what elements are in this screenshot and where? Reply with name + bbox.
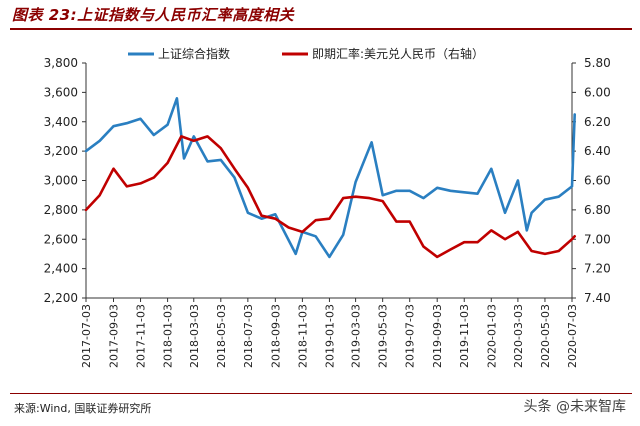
x-tick-label: 2018-07-03 [242, 304, 255, 368]
x-tick-label: 2020-05-03 [539, 304, 552, 368]
x-tick-label: 2019-09-03 [431, 304, 444, 368]
y-left-tick-label: 3,200 [44, 144, 78, 158]
y-left-tick-label: 2,800 [44, 203, 78, 217]
x-tick-label: 2018-09-03 [269, 304, 282, 368]
legend-label: 即期汇率:美元兑人民币（右轴） [312, 46, 484, 61]
y-right-tick-label: 7.00 [584, 232, 611, 246]
title-bar: 图表 23:上证指数与人民币汇率高度相关 [0, 0, 640, 30]
chart-area: 2,200 2,400 2,600 2,800 3,000 3,200 3,400 3,600… [44, 46, 611, 368]
x-tick-label: 2020-03-03 [512, 304, 525, 368]
y-right-tick-label: 7.40 [584, 291, 611, 305]
y-left-tick-label: 3,000 [44, 174, 78, 188]
y-left-tick-label: 2,200 [44, 291, 78, 305]
y-left-tick-label: 3,400 [44, 115, 78, 129]
x-tick-label: 2018-03-03 [188, 304, 201, 368]
y-right-tick-label: 7.20 [584, 262, 611, 276]
chart-title: 图表 23:上证指数与人民币汇率高度相关 [12, 6, 295, 24]
y-left-tick-label: 3,600 [44, 85, 78, 99]
source-divider [10, 393, 632, 394]
y-left-tick-label: 2,400 [44, 262, 78, 276]
y-left-tick-label: 3,800 [44, 56, 78, 70]
series-line-sse-index [84, 97, 577, 259]
y-right-tick-label: 6.80 [584, 203, 611, 217]
y-right-tick-label: 5.80 [584, 56, 611, 70]
y-left-tick-label: 2,600 [44, 232, 78, 246]
x-tick-label: 2019-07-03 [404, 304, 417, 368]
legend-label: 上证综合指数 [158, 46, 230, 61]
series-line-usdcny [84, 135, 577, 259]
x-tick-label: 2017-11-03 [135, 304, 148, 368]
y-right-tick-label: 6.00 [584, 85, 611, 99]
x-tick-label: 2017-09-03 [107, 304, 120, 368]
source-note: 来源:Wind, 国联证券研究所 [14, 402, 152, 415]
x-tick-label: 2017-07-03 [80, 304, 93, 368]
x-tick-label: 2019-05-03 [377, 304, 390, 368]
x-tick-label: 2018-01-03 [162, 304, 175, 368]
y-right-tick-label: 6.20 [584, 115, 611, 129]
x-tick-label: 2018-11-03 [296, 304, 309, 368]
x-tick-label: 2019-03-03 [350, 304, 363, 368]
x-tick-label: 2018-05-03 [215, 304, 228, 368]
y-right-tick-label: 6.60 [584, 174, 611, 188]
title-underline [10, 28, 632, 30]
x-tick-label: 2020-01-03 [485, 304, 498, 368]
x-tick-label: 2019-01-03 [323, 304, 336, 368]
x-tick-label: 2020-07-03 [566, 304, 579, 368]
watermark: 头条 @未来智库 [523, 399, 626, 415]
x-tick-label: 2019-11-03 [458, 304, 471, 368]
y-right-tick-label: 6.40 [584, 144, 611, 158]
